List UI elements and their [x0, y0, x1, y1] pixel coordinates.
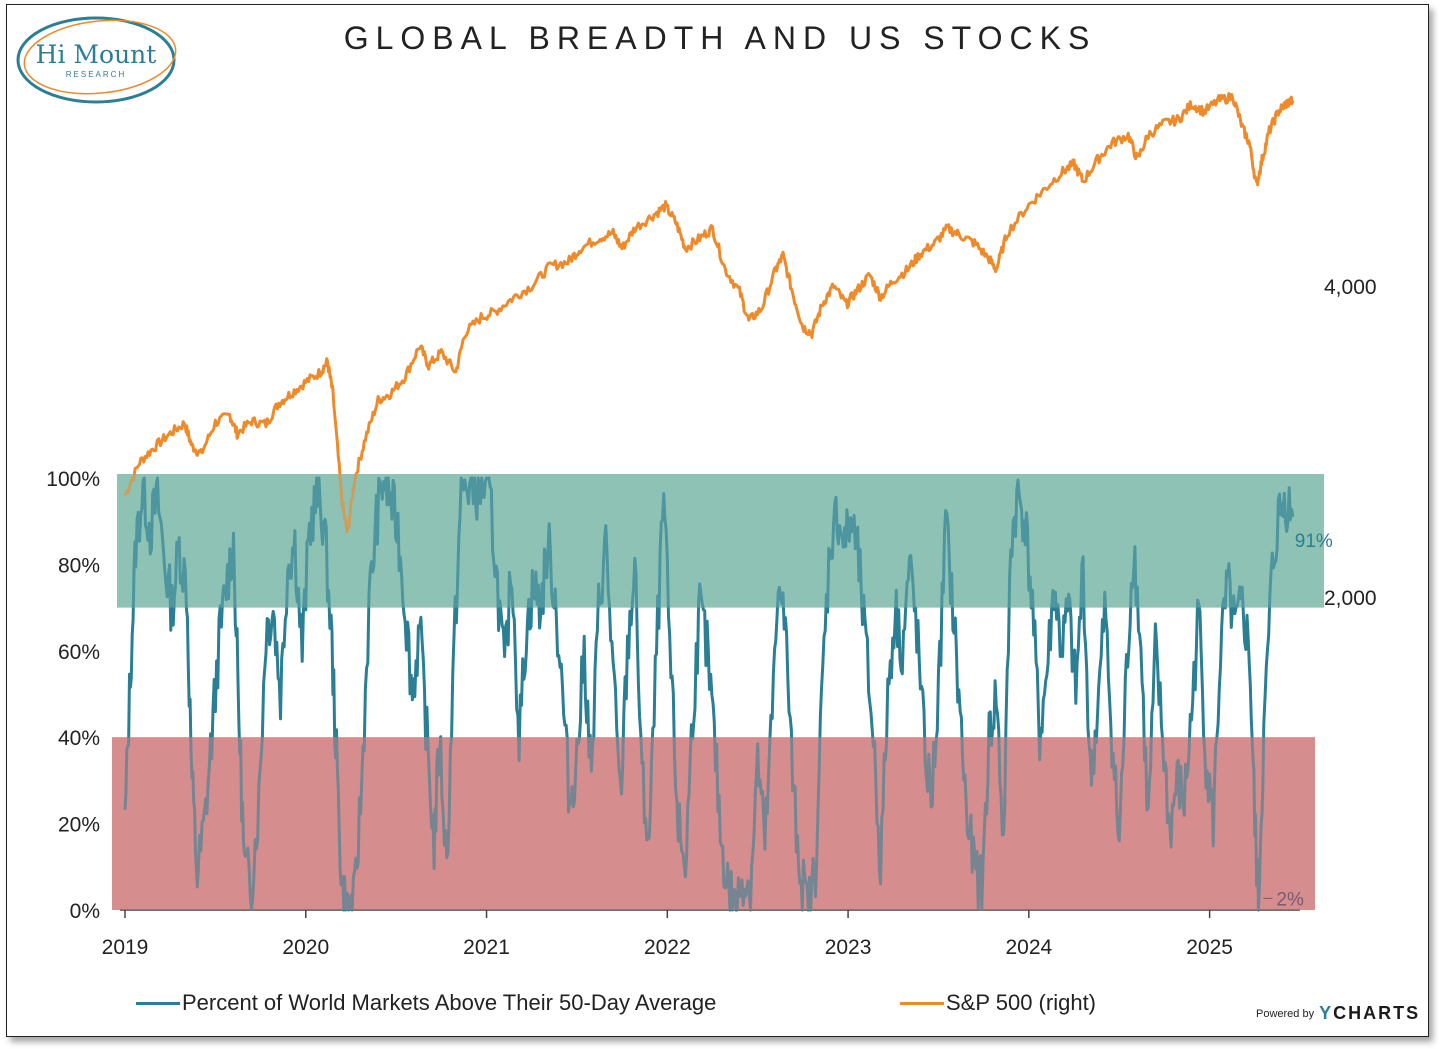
legend-spx-label: S&P 500 (right) — [946, 990, 1097, 1015]
hi-mount-logo: Hi Mount RESEARCH — [14, 14, 178, 106]
left-tick-label: 20% — [58, 814, 100, 837]
logo-sub-text: RESEARCH — [65, 70, 127, 79]
legend-breadth-label: Percent of World Markets Above Their 50-… — [182, 990, 717, 1015]
powered-by-label: Powered by — [1256, 1007, 1315, 1020]
left-tick-label: 60% — [58, 641, 100, 664]
ycharts-logo: YCHARTS — [1319, 1003, 1421, 1023]
x-tick-label: 2023 — [825, 936, 872, 959]
x-tick-label: 2022 — [644, 936, 691, 959]
logo-main-text: Hi Mount — [35, 40, 157, 69]
left-tick-label: 100% — [46, 468, 100, 491]
logo-ellipse-icon — [16, 16, 177, 104]
overbought-band-overlay — [117, 474, 1324, 608]
legend-spx: S&P 500 (right) — [900, 990, 1096, 1016]
x-tick-label: 2025 — [1186, 936, 1233, 959]
x-tick-label: 2021 — [463, 936, 510, 959]
left-tick-label: 40% — [58, 727, 100, 750]
left-tick-label: 80% — [58, 554, 100, 577]
x-tick-label: 2019 — [102, 936, 149, 959]
legend-breadth-swatch — [136, 1001, 180, 1005]
right-tick-label: 2,000 — [1324, 587, 1377, 610]
legend-spx-swatch — [900, 1001, 944, 1005]
x-tick-label: 2024 — [1005, 936, 1052, 959]
end-value-label: 91% — [1295, 531, 1333, 552]
right-tick-label: 4,000 — [1324, 276, 1377, 299]
x-tick-label: 2020 — [282, 936, 329, 959]
spx-series-line — [123, 92, 1295, 533]
chart-title: GLOBAL BREADTH AND US STOCKS — [343, 20, 1097, 56]
powered-by-ycharts: Powered by YCHARTS — [1256, 1003, 1420, 1024]
legend-breadth: Percent of World Markets Above Their 50-… — [136, 990, 716, 1016]
breadth-series-line — [123, 476, 1295, 912]
left-tick-label: 0% — [70, 900, 100, 923]
oversold-band-overlay — [112, 737, 1315, 910]
low-value-label: 2% — [1276, 889, 1304, 910]
